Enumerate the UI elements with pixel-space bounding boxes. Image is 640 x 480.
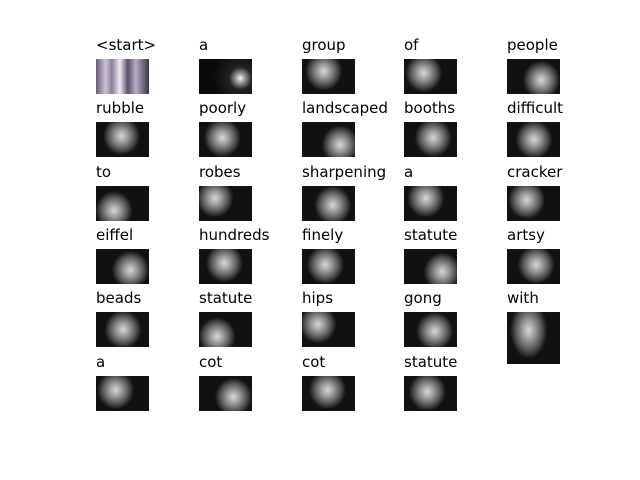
attention-cell: robes [199,164,302,227]
attention-map [199,186,252,221]
attention-map [507,186,560,221]
attention-map [507,122,560,157]
token-label: difficult [507,100,563,120]
attention-map [302,376,355,411]
token-label: statute [404,354,458,374]
token-label: people [507,37,558,57]
attention-cell: cot [302,354,405,417]
attention-cell: poorly [199,100,302,163]
attention-cell: booths [404,100,507,163]
attention-cell: hundreds [199,227,302,290]
attention-cell: to [96,164,199,227]
token-label: artsy [507,227,545,247]
token-label: to [96,164,112,184]
token-label: rubble [96,100,145,120]
token-label: finely [302,227,344,247]
attention-map [507,312,560,364]
attention-map [404,312,457,347]
token-label: a [404,164,414,184]
attention-cell: a [199,37,302,100]
attention-map [302,186,355,221]
attention-map [302,249,355,284]
attention-map [96,312,149,347]
token-label: a [199,37,209,57]
attention-cell: eiffel [96,227,199,290]
attention-cell: group [302,37,405,100]
attention-cell: a [96,354,199,417]
token-label: eiffel [96,227,134,247]
attention-cell: statute [404,227,507,290]
token-label: of [404,37,419,57]
token-label: poorly [199,100,247,120]
attention-map [199,122,252,157]
attention-map [96,186,149,221]
token-label: hundreds [199,227,270,247]
token-label: a [96,354,106,374]
attention-map [404,249,457,284]
attention-cell: cracker [507,164,610,227]
attention-cell: landscaped [302,100,405,163]
attention-cell: rubble [96,100,199,163]
attention-cell: of [404,37,507,100]
attention-map [96,122,149,157]
token-label: cot [302,354,326,374]
token-label: group [302,37,346,57]
attention-cell: artsy [507,227,610,290]
attention-cell: beads [96,290,199,353]
attention-cell: sharpening [302,164,405,227]
token-label: booths [404,100,456,120]
attention-cell: people [507,37,610,100]
attention-cell: hips [302,290,405,353]
attention-map [96,376,149,411]
attention-map [199,59,252,94]
token-label: robes [199,164,241,184]
attention-cell: cot [199,354,302,417]
attention-map [199,249,252,284]
token-label: with [507,290,539,310]
attention-cell: difficult [507,100,610,163]
attention-cell: gong [404,290,507,353]
attention-map [507,249,560,284]
token-label: <start> [96,37,157,57]
attention-map [302,122,355,157]
attention-map [404,186,457,221]
attention-map [96,249,149,284]
token-label: cracker [507,164,563,184]
token-label: gong [404,290,442,310]
attention-map [404,59,457,94]
attention-cell: a [404,164,507,227]
attention-map [199,376,252,411]
attention-map [404,122,457,157]
attention-cell: <start> [96,37,199,100]
attention-map [302,59,355,94]
token-label: cot [199,354,223,374]
attention-map [404,376,457,411]
attention-map [302,312,355,347]
source-photo [96,59,149,94]
token-label: hips [302,290,334,310]
token-label: statute [199,290,253,310]
token-label: landscaped [302,100,388,120]
attention-map [507,59,560,94]
attention-cell: statute [404,354,507,417]
token-label: sharpening [302,164,387,184]
attention-map [199,312,252,347]
attention-cell: with [507,290,610,364]
attention-cell: statute [199,290,302,353]
token-label: statute [404,227,458,247]
token-label: beads [96,290,142,310]
attention-cell: finely [302,227,405,290]
